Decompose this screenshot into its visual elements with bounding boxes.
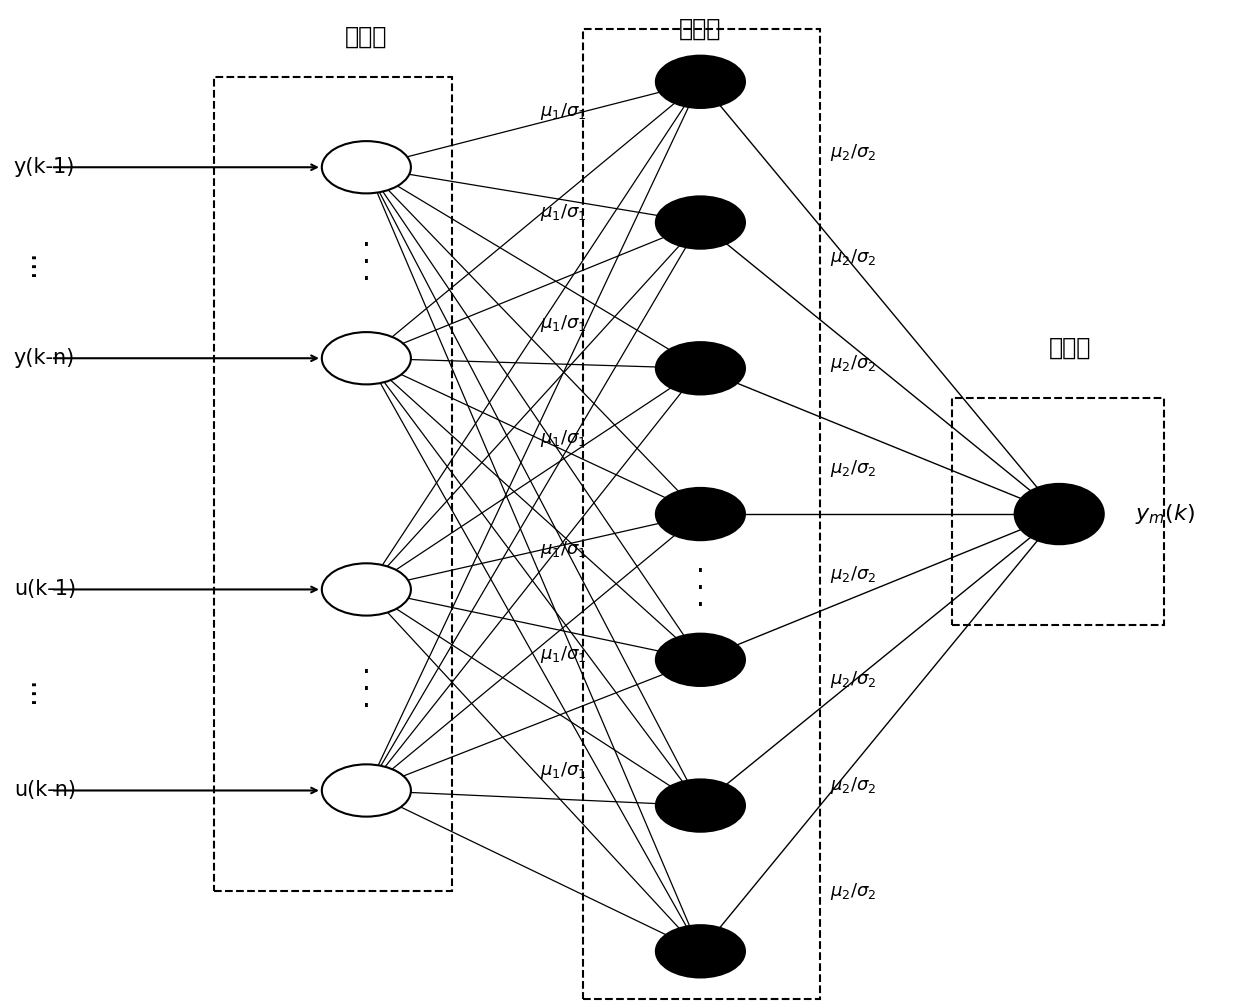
Ellipse shape [322, 332, 410, 384]
Text: u(k-n): u(k-n) [14, 780, 76, 800]
Text: $\mu_1/\sigma_1$: $\mu_1/\sigma_1$ [539, 312, 587, 334]
Text: y(k-1): y(k-1) [14, 157, 76, 177]
Ellipse shape [656, 925, 745, 978]
Text: $y_m(k)$: $y_m(k)$ [1135, 502, 1194, 526]
Ellipse shape [1014, 484, 1104, 544]
Text: ···: ··· [20, 676, 48, 704]
Ellipse shape [656, 634, 745, 686]
Text: $\mu_1/\sigma_1$: $\mu_1/\sigma_1$ [539, 428, 587, 450]
Text: 隐藏层: 隐藏层 [680, 16, 722, 40]
Text: ·
·
·: · · · [362, 232, 371, 293]
Ellipse shape [322, 563, 410, 616]
Text: ·
·
·: · · · [362, 659, 371, 721]
Text: $\mu_1/\sigma_1$: $\mu_1/\sigma_1$ [539, 538, 587, 559]
Text: ·
·
·: · · · [696, 558, 704, 621]
Text: 输出层: 输出层 [1049, 337, 1091, 360]
Text: $\mu_2/\sigma_2$: $\mu_2/\sigma_2$ [831, 459, 877, 480]
Ellipse shape [322, 764, 410, 816]
Text: $\mu_2/\sigma_2$: $\mu_2/\sigma_2$ [831, 247, 877, 268]
Bar [951, 398, 1164, 625]
Bar [215, 77, 451, 891]
Text: u(k-1): u(k-1) [14, 580, 76, 600]
Ellipse shape [656, 342, 745, 394]
Text: $\mu_1/\sigma_1$: $\mu_1/\sigma_1$ [539, 102, 587, 122]
Text: $\mu_2/\sigma_2$: $\mu_2/\sigma_2$ [831, 563, 877, 585]
Bar [583, 28, 821, 999]
Text: y(k-n): y(k-n) [14, 348, 74, 368]
Text: $\mu_2/\sigma_2$: $\mu_2/\sigma_2$ [831, 353, 877, 374]
Ellipse shape [656, 197, 745, 249]
Text: $\mu_1/\sigma_1$: $\mu_1/\sigma_1$ [539, 202, 587, 223]
Ellipse shape [656, 55, 745, 108]
Text: $\mu_2/\sigma_2$: $\mu_2/\sigma_2$ [831, 775, 877, 796]
Text: $\mu_2/\sigma_2$: $\mu_2/\sigma_2$ [831, 881, 877, 901]
Text: $\mu_2/\sigma_2$: $\mu_2/\sigma_2$ [831, 142, 877, 162]
Text: $\mu_1/\sigma_1$: $\mu_1/\sigma_1$ [539, 644, 587, 665]
Ellipse shape [656, 779, 745, 832]
Text: ···: ··· [20, 249, 48, 276]
Ellipse shape [656, 488, 745, 540]
Ellipse shape [322, 141, 410, 194]
Text: $\mu_2/\sigma_2$: $\mu_2/\sigma_2$ [831, 669, 877, 690]
Text: $\mu_1/\sigma_1$: $\mu_1/\sigma_1$ [539, 760, 587, 781]
Text: 输入层: 输入层 [345, 24, 388, 48]
